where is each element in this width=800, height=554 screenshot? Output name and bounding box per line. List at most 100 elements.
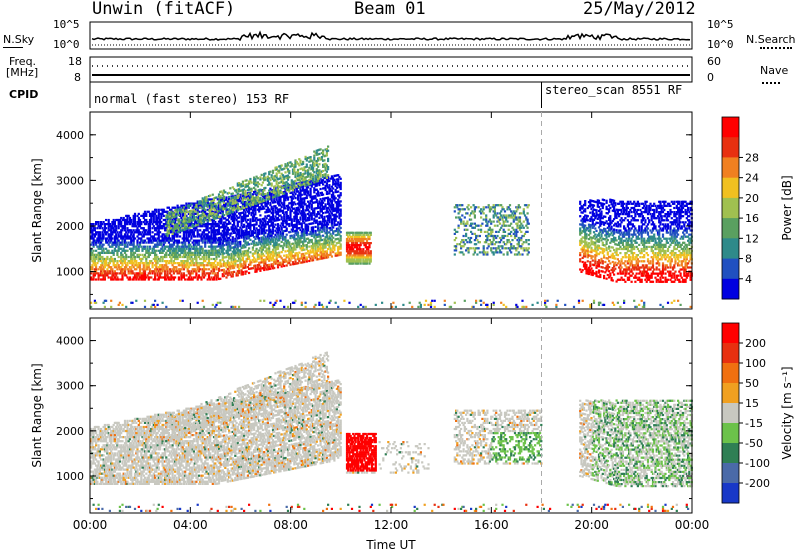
power-cell xyxy=(96,237,99,240)
mhz-label: [MHz] xyxy=(6,66,39,79)
power-cell xyxy=(240,222,243,225)
power-cell xyxy=(234,260,237,263)
power-cell xyxy=(106,223,109,226)
power-cell xyxy=(228,257,231,260)
power-cell xyxy=(310,218,313,221)
power-cell xyxy=(148,212,152,215)
power-cell xyxy=(97,272,100,275)
power-cell xyxy=(95,243,98,246)
power-cell xyxy=(175,247,178,250)
power-cell xyxy=(313,164,316,168)
power-cell xyxy=(318,163,321,166)
power-cell xyxy=(283,264,286,268)
power-cell xyxy=(142,235,145,238)
power-cell xyxy=(222,252,226,255)
power-cell xyxy=(110,229,113,232)
power-cell xyxy=(131,249,134,252)
power-cell xyxy=(181,241,184,244)
power-cell xyxy=(148,276,152,279)
power-cell xyxy=(298,186,301,189)
power-cell xyxy=(299,159,302,162)
power-cell xyxy=(159,231,162,234)
power-cell xyxy=(298,243,301,246)
power-cell xyxy=(271,211,275,214)
nave-tick-top: 60 xyxy=(707,55,721,68)
power-cell xyxy=(130,257,133,261)
power-cell xyxy=(305,165,308,168)
power-cell xyxy=(228,222,231,225)
power-cell xyxy=(235,219,238,222)
power-cell xyxy=(233,260,236,263)
power-cell xyxy=(244,207,247,210)
power-cell xyxy=(305,159,308,162)
power-cell xyxy=(171,251,174,254)
power-cell xyxy=(251,205,254,208)
power-cell xyxy=(136,241,139,244)
power-cell xyxy=(226,243,229,246)
power-cell xyxy=(189,264,192,267)
power-cell xyxy=(101,255,104,259)
power-cell xyxy=(182,235,185,238)
power-cell xyxy=(143,278,147,281)
power-cell xyxy=(145,223,148,226)
power-cell xyxy=(226,200,229,203)
power-cell xyxy=(253,240,256,243)
power-cell xyxy=(214,225,217,228)
power-cell xyxy=(244,254,247,257)
power-cell xyxy=(177,220,180,223)
power-cell xyxy=(92,262,95,265)
power-cell xyxy=(155,221,158,224)
power-cell xyxy=(339,208,342,211)
power-cell xyxy=(214,260,217,263)
power-cell xyxy=(120,231,123,234)
power-cell xyxy=(169,208,172,211)
power-cell xyxy=(185,227,188,230)
power-cell xyxy=(235,239,238,242)
power-cell xyxy=(202,253,206,256)
power-cell xyxy=(157,278,160,281)
power-cell xyxy=(105,274,108,277)
power-cell xyxy=(190,253,193,256)
power-cell xyxy=(133,237,137,240)
power-cell xyxy=(175,270,178,273)
power-cell xyxy=(116,241,119,244)
power-cell xyxy=(253,205,256,208)
power-cell xyxy=(137,272,140,275)
power-cell xyxy=(181,225,184,228)
power-cell xyxy=(291,189,295,192)
power-cell xyxy=(166,206,169,209)
freq-frame xyxy=(89,56,693,83)
power-cell xyxy=(159,212,162,215)
power-cell xyxy=(107,276,110,279)
power-cell xyxy=(202,214,206,217)
power-cell xyxy=(256,264,259,267)
power-cell xyxy=(245,229,248,232)
power-cell xyxy=(161,208,164,211)
power-cell xyxy=(250,187,253,190)
power-cell xyxy=(165,274,168,277)
power-cell xyxy=(280,226,283,229)
power-cell xyxy=(147,253,150,256)
power-cell xyxy=(244,229,247,232)
power-cell xyxy=(288,241,291,244)
power-cell xyxy=(253,231,256,235)
power-cell xyxy=(339,214,342,217)
power-cell xyxy=(249,261,252,264)
power-cell xyxy=(115,225,118,228)
power-cell xyxy=(250,232,253,235)
power-cell xyxy=(240,232,243,235)
power-cell xyxy=(250,261,253,264)
power-cell xyxy=(293,219,296,222)
power-cell xyxy=(215,245,218,248)
power-cell xyxy=(308,179,311,182)
power-cell xyxy=(102,268,105,271)
power-cell xyxy=(205,225,208,228)
power-cell xyxy=(250,207,253,210)
power-cell xyxy=(221,258,224,261)
power-cell xyxy=(246,257,249,260)
power-cell xyxy=(161,270,164,273)
power-cell xyxy=(339,210,342,213)
power-cell xyxy=(226,241,229,244)
power-cell xyxy=(291,197,295,200)
power-cell xyxy=(248,237,251,240)
